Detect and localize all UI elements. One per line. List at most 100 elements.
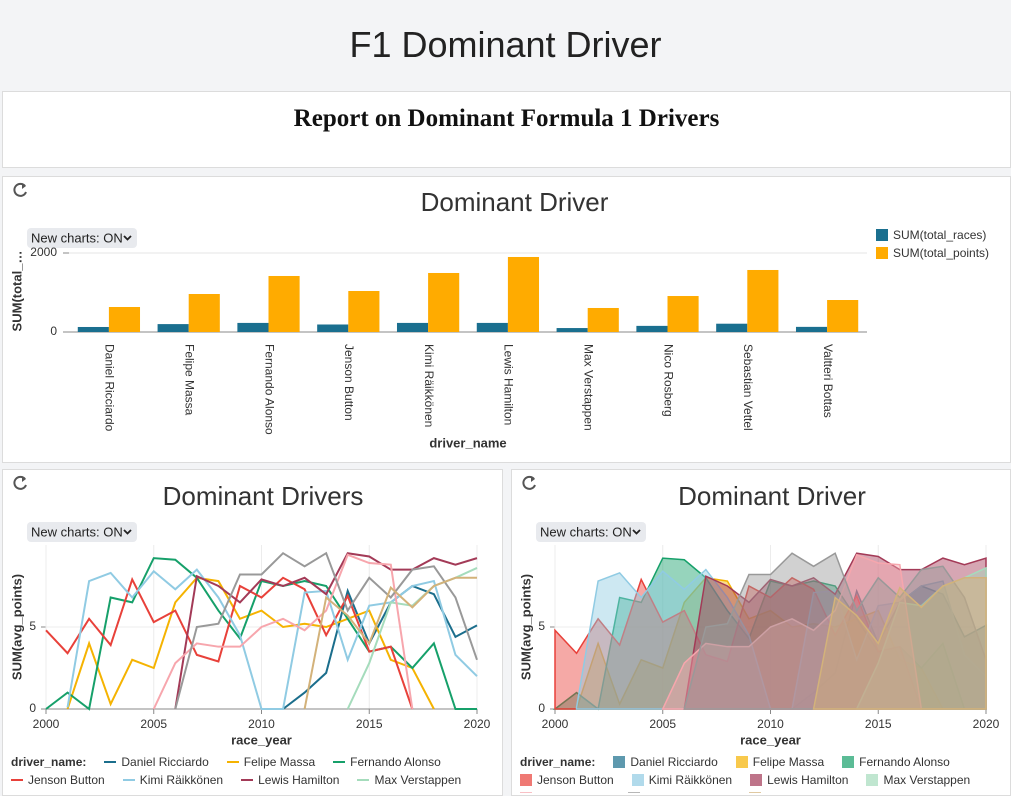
- legend-label: Nico Rosberg: [28, 789, 101, 793]
- bar: [636, 325, 668, 332]
- legend-swatch: [357, 779, 370, 781]
- x-axis-label: race_year: [740, 732, 801, 747]
- bar: [507, 256, 540, 332]
- legend-swatch: [520, 792, 532, 793]
- area: [683, 552, 987, 710]
- y-tick-label: 5: [29, 619, 36, 633]
- x-tick-label: Valtteri Bottas: [821, 344, 835, 418]
- x-tick-label: Sebastian Vettel: [741, 344, 755, 431]
- bar: [237, 322, 269, 332]
- line: [152, 553, 414, 710]
- line: [66, 576, 435, 710]
- legend-swatch: [842, 756, 855, 768]
- legend-label: Valtteri Bottas: [766, 789, 840, 793]
- refresh-icon: [522, 475, 536, 490]
- x-tick-label: Fernando Alonso: [262, 344, 276, 435]
- toggle-label[interactable]: New charts: ON: [31, 524, 123, 539]
- area: [661, 553, 923, 710]
- legend-label: Fernando Alonso: [350, 755, 441, 769]
- legend[interactable]: driver_name: Daniel Ricciardo Felipe Massa…: [520, 753, 1005, 793]
- legend-entry[interactable]: Lewis Hamilton: [241, 771, 339, 789]
- chart-title: Dominant Driver: [421, 187, 609, 217]
- legend-entry[interactable]: Nico Rosberg: [520, 789, 610, 793]
- chart: Dominant Drivers New charts: ON 0 5 2000 2005…: [9, 475, 491, 747]
- bar: [556, 328, 588, 332]
- legend-swatch: [866, 774, 879, 786]
- refresh-arrow: [22, 476, 26, 482]
- legend-entry[interactable]: Nico Rosberg: [11, 789, 101, 793]
- legend-entry[interactable]: Max Verstappen: [866, 771, 970, 789]
- bar: [268, 275, 300, 332]
- legend-entry[interactable]: Valtteri Bottas: [240, 789, 331, 793]
- y-tick-label: 2000: [30, 245, 57, 259]
- legend-entry[interactable]: Max Verstappen: [357, 771, 461, 789]
- bar: [428, 272, 460, 332]
- legend-entry[interactable]: Daniel Ricciardo: [613, 753, 718, 771]
- legend-entry[interactable]: Felipe Massa: [226, 753, 315, 771]
- report-title: Report on Dominant Formula 1 Drivers: [293, 105, 720, 132]
- legend-label: Jenson Button: [28, 773, 105, 787]
- legend-entry[interactable]: Lewis Hamilton: [750, 771, 848, 789]
- legend-label: Valtteri Bottas: [257, 789, 331, 793]
- chart-title: Dominant Driver: [678, 481, 866, 511]
- legend-entry[interactable]: Kimi Räikkönen: [122, 771, 224, 789]
- legend-entry[interactable]: Felipe Massa: [735, 753, 824, 771]
- legend-label: Kimi Räikkönen: [139, 773, 224, 787]
- legend-swatch: [749, 792, 762, 793]
- toggle-button[interactable]: [536, 522, 646, 542]
- line: [174, 551, 478, 710]
- legend-label: Max Verstappen: [883, 773, 971, 787]
- legend-entry[interactable]: Jenson Button: [520, 771, 614, 789]
- legend-swatch: [613, 756, 626, 768]
- x-tick-label: 2020: [973, 717, 1000, 731]
- legend-entry[interactable]: Kimi Räikkönen: [631, 771, 732, 789]
- x-tick-label: Daniel Ricciardo: [103, 344, 117, 432]
- x-tick-label: 2015: [865, 717, 892, 731]
- bar: [587, 307, 619, 332]
- y-axis-label: SUM(total_…: [9, 251, 24, 332]
- legend-swatch: [226, 761, 239, 763]
- legend-label: Daniel Ricciardo: [630, 755, 718, 769]
- legend-swatch: [104, 761, 117, 763]
- legend-entry[interactable]: Valtteri Bottas: [749, 789, 840, 793]
- toggle-label[interactable]: New charts: ON: [31, 230, 123, 245]
- y-tick-label: 0: [29, 701, 36, 715]
- area: [683, 552, 987, 710]
- chart-panel: Dominant Driver New charts: ON 0 2000 Daniel…: [2, 176, 1011, 463]
- legend-entry[interactable]: Daniel Ricciardo: [104, 753, 209, 771]
- y-tick-label: 0: [50, 324, 57, 338]
- page-title: F1 Dominant Driver: [349, 24, 662, 65]
- area: [552, 557, 986, 711]
- legend-entry[interactable]: Fernando Alonso: [842, 753, 950, 771]
- legend-entry[interactable]: Fernando Alonso: [333, 753, 441, 771]
- bar: [795, 326, 828, 332]
- toggle-chevron: [123, 529, 132, 535]
- area: [575, 576, 945, 710]
- toggle-label[interactable]: New charts: ON: [540, 524, 632, 539]
- line: [303, 576, 477, 710]
- legend-label: Max Verstappen: [374, 773, 462, 787]
- legend-entry[interactable]: Jenson Button: [11, 771, 105, 789]
- legend-label[interactable]: SUM(total_points): [893, 246, 989, 260]
- toggle-button[interactable]: [27, 522, 137, 542]
- legend-title: driver_name:: [520, 755, 596, 769]
- legend-swatch: [631, 774, 644, 786]
- legend-label[interactable]: SUM(total_races): [893, 228, 986, 242]
- toggle-button[interactable]: [27, 228, 137, 248]
- bar: [667, 296, 699, 332]
- bar: [188, 294, 220, 332]
- x-tick-label: Max Verstappen: [582, 344, 596, 431]
- x-tick-label: 2010: [757, 717, 784, 731]
- toggle-chevron: [123, 235, 132, 241]
- legend[interactable]: driver_name: Daniel Ricciardo Felipe Massa…: [11, 753, 496, 793]
- legend-title: driver_name:: [11, 755, 87, 769]
- x-axis-label: driver_name: [429, 435, 506, 450]
- legend-swatch: [520, 774, 532, 786]
- legend-entry[interactable]: Sebastian Vettel: [119, 789, 223, 793]
- bar: [157, 324, 189, 332]
- y-axis-label: SUM(avg_points): [9, 574, 24, 680]
- x-tick-label: 2010: [248, 717, 275, 731]
- legend-entry[interactable]: Sebastian Vettel: [627, 789, 731, 793]
- refresh-icon: [13, 182, 27, 197]
